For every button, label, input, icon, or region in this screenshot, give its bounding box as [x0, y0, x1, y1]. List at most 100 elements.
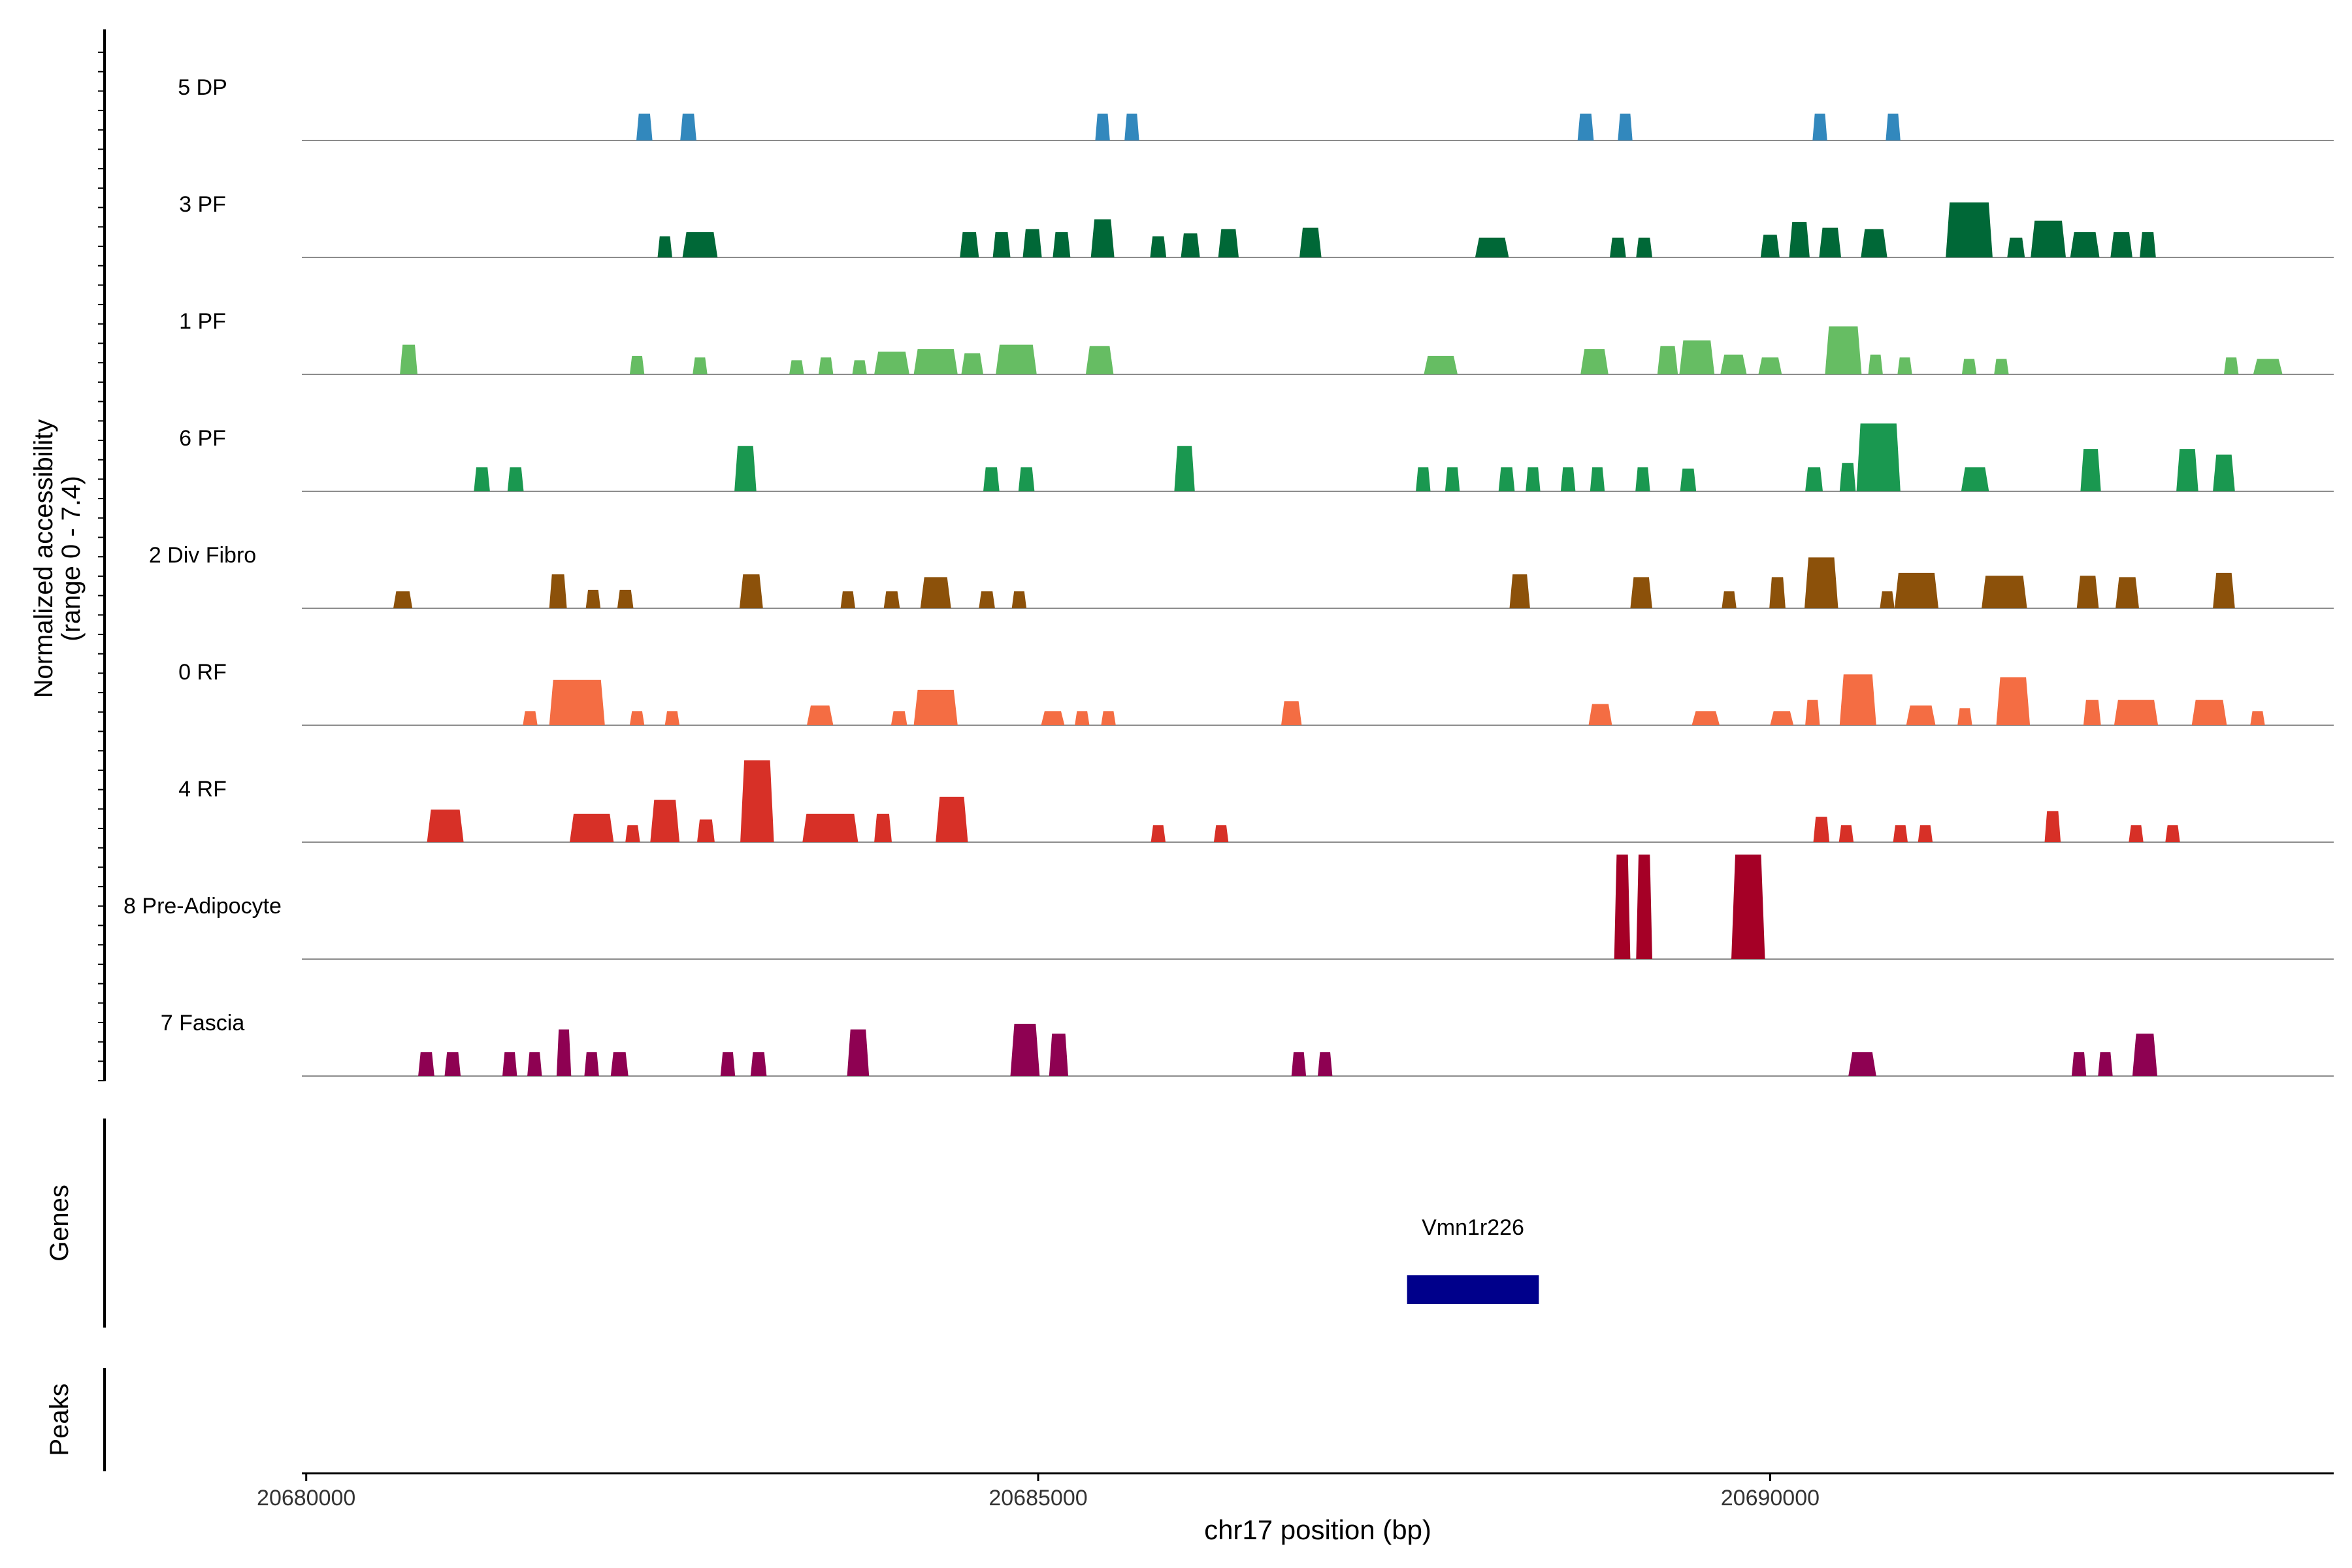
coverage-peak: [1635, 467, 1650, 491]
track-label: 3 PF: [179, 192, 226, 217]
coverage-peak: [549, 574, 567, 608]
coverage-peak: [1416, 467, 1431, 491]
coverage-peak: [427, 809, 464, 842]
coverage-peak: [2076, 576, 2099, 608]
coverage-peak: [2044, 811, 2061, 842]
coverage-peak: [1691, 711, 1720, 725]
coverage-peak: [393, 591, 413, 608]
coverage-peak: [740, 760, 774, 842]
coverage-peak: [1011, 591, 1027, 608]
coverage-peak: [507, 467, 524, 491]
coverage-peak: [1022, 229, 1042, 257]
coverage-peak: [1982, 576, 2027, 608]
coverage-peak: [1996, 677, 2031, 725]
coverage-peak: [961, 353, 983, 374]
coverage-peak: [2176, 449, 2198, 491]
coverage-peak: [1526, 467, 1541, 491]
coverage-peak: [629, 355, 645, 374]
genes-panel-label: Genes: [45, 1184, 74, 1262]
coverage-peak: [657, 236, 672, 257]
track-5: 2 Div Fibro: [149, 543, 2334, 609]
coverage-peak: [2253, 359, 2283, 374]
coverage-peak: [1961, 359, 1977, 374]
coverage-peak: [1770, 711, 1794, 725]
coverage-peak: [549, 679, 605, 725]
coverage-peak: [852, 360, 867, 374]
track-7: 4 RF: [178, 760, 2334, 843]
coverage-peak: [913, 349, 958, 374]
coverage-peak: [1758, 357, 1782, 374]
coverage-peak: [1906, 705, 1936, 725]
coverage-peak: [1946, 202, 1993, 257]
x-axis-label: chr17 position (bp): [1204, 1514, 1431, 1545]
coverage-peak: [1318, 1052, 1333, 1076]
coverage-peak: [1041, 711, 1065, 725]
track-8: 8 Pre-Adipocyte: [123, 855, 2334, 960]
coverage-peak: [1886, 113, 1901, 140]
gene-label: Vmn1r226: [1422, 1215, 1524, 1240]
coverage-peak: [913, 689, 958, 725]
coverage-peak: [636, 113, 653, 140]
coverage-tracks: 5 DP 3 PF 1 PF 6 PF 2 Div Fibro 0 RF 4 RF 8 Pre…: [123, 75, 2334, 1077]
coverage-peak: [680, 113, 696, 140]
coverage-peak: [2031, 220, 2066, 257]
track-label: 7 Fascia: [161, 1011, 245, 1036]
track-label: 1 PF: [179, 309, 226, 334]
coverage-peak: [1291, 1052, 1307, 1076]
coverage-peak: [585, 589, 601, 608]
coverage-peak: [1610, 237, 1626, 257]
coverage-peak: [1150, 236, 1167, 257]
coverage-peak: [789, 360, 804, 374]
coverage-peak: [1281, 701, 1302, 725]
coverage-peak: [1657, 346, 1678, 374]
coverage-peak: [1424, 355, 1458, 374]
coverage-peak: [1805, 467, 1823, 491]
coverage-peak: [682, 232, 718, 257]
coverage-peak: [807, 705, 834, 725]
x-axis-tick-label: 20685000: [988, 1486, 1087, 1511]
coverage-peak: [1994, 359, 2009, 374]
coverage-peak: [1218, 229, 1239, 257]
coverage-peak: [847, 1029, 870, 1076]
coverage-peak: [1124, 113, 1139, 140]
coverage-peak: [1825, 326, 1862, 374]
coverage-peak: [1213, 825, 1229, 842]
genes-track: Vmn1r226: [1407, 1215, 1539, 1304]
coverage-peak: [474, 467, 490, 491]
coverage-peak: [1805, 557, 1838, 608]
coverage-peak: [1769, 577, 1786, 608]
coverage-peak: [527, 1052, 542, 1076]
coverage-peak: [570, 813, 614, 842]
coverage-peak: [1893, 825, 1908, 842]
coverage-peak: [2083, 700, 2101, 725]
coverage-peak: [734, 446, 757, 491]
peaks-panel-label: Peaks: [45, 1383, 74, 1456]
coverage-peak: [2165, 825, 2180, 842]
coverage-peak: [1445, 467, 1460, 491]
coverage-peak: [444, 1052, 461, 1076]
coverage-peak: [739, 574, 763, 608]
coverage-peak: [1618, 113, 1633, 140]
coverage-peak: [983, 467, 1000, 491]
coverage-peak: [2114, 700, 2159, 725]
coverage-peak: [1577, 113, 1594, 140]
coverage-peak: [1630, 577, 1652, 608]
coverage-peak: [840, 591, 855, 608]
coverage-peak: [1880, 591, 1895, 608]
coverage-peak: [1839, 463, 1856, 491]
coverage-peak: [556, 1029, 572, 1076]
coverage-peak: [1838, 825, 1854, 842]
track-label: 4 RF: [178, 777, 227, 802]
coverage-peak: [1731, 855, 1765, 959]
coverage-peak: [2132, 1034, 2157, 1076]
coverage-peak: [1894, 572, 1938, 608]
coverage-peak: [1010, 1024, 1040, 1076]
coverage-peak: [1961, 467, 1989, 491]
track-6: 0 RF: [178, 660, 2334, 726]
coverage-peak: [874, 351, 909, 374]
track-label: 0 RF: [178, 660, 227, 685]
coverage-peak: [1498, 467, 1515, 491]
track-label: 8 Pre-Adipocyte: [123, 894, 282, 919]
track-1: 5 DP: [178, 75, 2334, 141]
